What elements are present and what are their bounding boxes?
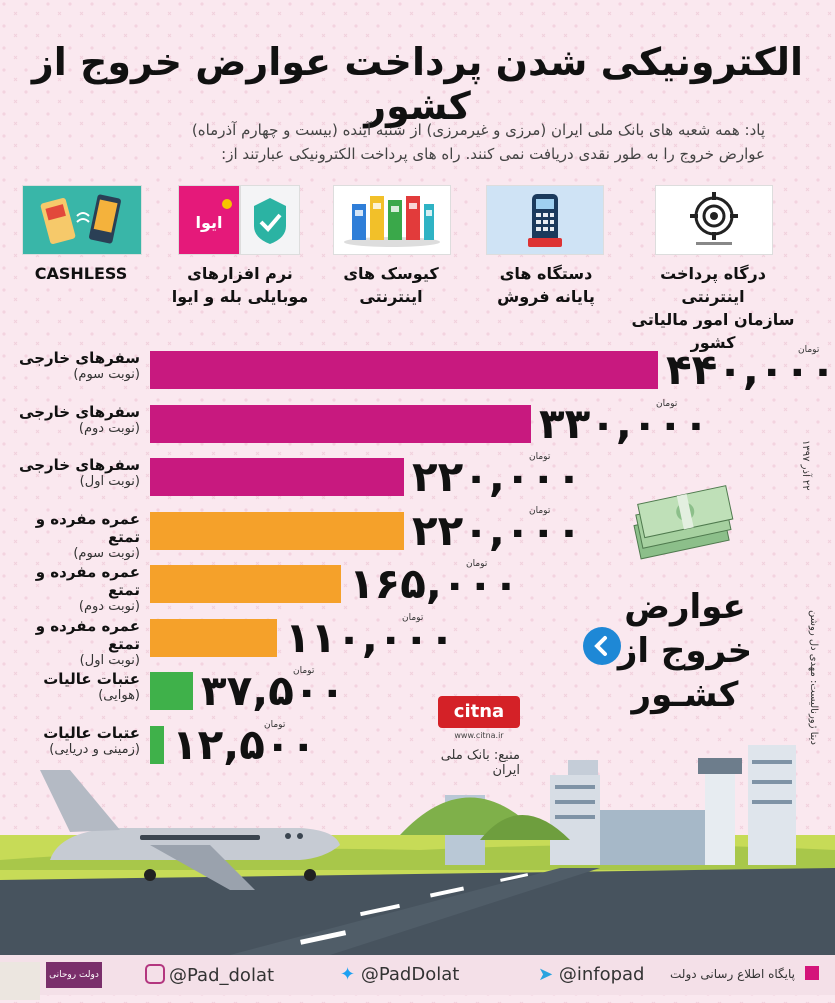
money-stack-icon [625, 485, 745, 564]
unit-label: تومان [264, 719, 286, 730]
unit-label: تومان [402, 612, 424, 623]
credit-text: دیتا ژورنالیست: مهدی دل روشن [808, 610, 819, 745]
chart-bar [150, 458, 404, 496]
publish-date: ۲۲ آذر ۱۳۹۷ [800, 440, 811, 491]
telegram-handle[interactable]: ➤ @infopad [538, 964, 645, 985]
value-label: ۱۱۰,۰۰۰ [285, 612, 455, 662]
footer-badge: دولت روحانی [46, 962, 102, 988]
unit-label: تومان [529, 452, 551, 462]
chart-bar [150, 725, 164, 764]
category-label: عمره مفرده و تمتع (نوبت اول) [35, 616, 140, 668]
category-label: عتبات عالیات (زمینی و دریایی) [43, 723, 140, 757]
unit-label: تومان [293, 666, 315, 676]
citna-logo: citna [438, 696, 520, 728]
value-label: ۱۶۵,۰۰۰ [349, 559, 519, 608]
value-label: ۳۳۰,۰۰۰ [539, 398, 709, 448]
method-label-cashless: CASHLESS [34, 264, 128, 283]
unit-label: تومان [656, 398, 678, 409]
side-title: عوارض خروج از کشـور [617, 587, 753, 715]
unit-label: تومان [798, 345, 820, 355]
unit-label: تومان [529, 505, 551, 516]
source-text: منبع: بانک ملی ایران [440, 748, 520, 778]
method-label-tax-gateway: درگاه پرداخت اینترنتی سازمان امور مالیاتی… [631, 264, 795, 352]
value-label: ۴۴۰,۰۰۰ [666, 345, 835, 394]
footer-bar [0, 955, 835, 995]
category-label: سفرهای خارجی (نوبت دوم) [19, 402, 140, 436]
iva-app-name: ایوا [195, 213, 222, 232]
kiosk-icon [333, 185, 451, 255]
chevron-left-icon [582, 626, 622, 670]
category-label: عتبات عالیات (هوایی) [43, 670, 140, 703]
unit-label: تومان [466, 559, 488, 569]
subtitle-line-2: عوارض خروج را به طور نقدی دریافت نمی کنن… [221, 145, 765, 163]
category-label: سفرهای خارجی (نوبت اول) [19, 456, 140, 489]
chart-bar [150, 565, 341, 603]
site-square-icon [805, 966, 819, 980]
method-label-pos: دستگاه های پایانه فروش [497, 264, 595, 306]
twitter-handle[interactable]: ✦ @PadDolat [340, 964, 460, 985]
value-label: ۲۲۰,۰۰۰ [412, 505, 582, 555]
citna-url: www.citna.ir [454, 731, 504, 740]
subtitle-line-1: پاد: همه شعبه های بانک ملی ایران (مرزی و… [191, 121, 765, 139]
chart-bar [150, 404, 531, 443]
chart-bar [150, 351, 658, 389]
instagram-icon [145, 964, 165, 984]
cashless-icon [22, 185, 142, 255]
pos-terminal-icon [486, 185, 604, 255]
airport-scene [0, 745, 835, 955]
method-label-kiosk: کیوسک های اینترنتی [343, 264, 439, 306]
page-title: الکترونیکی شدن پرداخت عوارض خروج از کشور [31, 40, 804, 128]
category-label: سفرهای خارجی (نوبت سوم) [19, 349, 140, 382]
category-label: عمره مفرده و تمتع (نوبت سوم) [35, 509, 140, 561]
chart-bar [150, 672, 193, 710]
value-label: ۳۷,۵۰۰ [201, 666, 346, 715]
twitter-icon: ✦ [340, 964, 356, 985]
tax-organization-logo-icon [655, 185, 773, 255]
category-label: عمره مفرده و تمتع (نوبت دوم) [35, 563, 140, 614]
value-label: ۲۲۰,۰۰۰ [412, 452, 582, 501]
chart-bar [150, 618, 277, 657]
page-subtitle: پاد: همه شعبه های بانک ملی ایران (مرزی و… [65, 118, 765, 166]
method-label-mobile-apps: نرم افزارهای موبایلی بله و ایوا [171, 264, 309, 306]
chart-bar [150, 511, 404, 550]
footer-site-name: پایگاه اطلاع رسانی دولت [670, 967, 795, 981]
emblem-icon [0, 962, 40, 1000]
instagram-handle[interactable]: @Pad_dolat [145, 964, 274, 986]
value-label: ۱۲,۵۰۰ [172, 719, 317, 769]
telegram-icon: ➤ [538, 964, 554, 985]
bale-app-icon [240, 185, 300, 255]
iva-app-icon: ایوا [178, 185, 240, 255]
